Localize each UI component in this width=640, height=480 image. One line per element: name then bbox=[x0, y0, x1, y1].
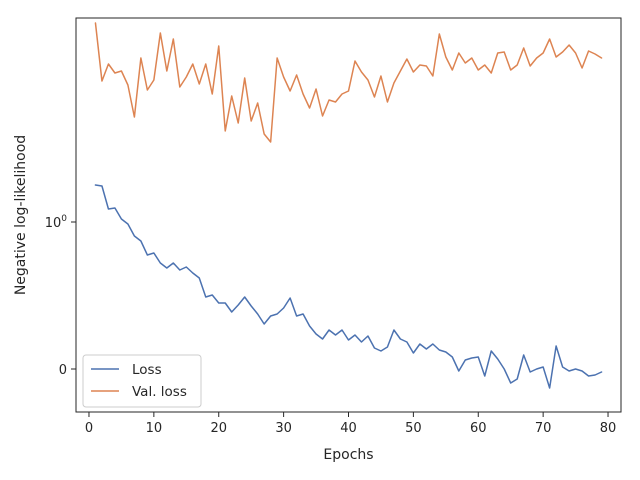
plot-frame bbox=[75, 17, 622, 413]
legend: Loss Val. loss bbox=[82, 354, 202, 408]
y-tick-exponent: 0 bbox=[61, 214, 67, 224]
y-tick-label: 0 bbox=[59, 363, 67, 378]
series-line-loss bbox=[94, 184, 603, 389]
legend-box bbox=[82, 354, 202, 408]
x-tick-label: 10 bbox=[146, 421, 163, 436]
series-line-val-loss bbox=[94, 22, 603, 143]
y-axis-label: Negative log-likelihood bbox=[13, 135, 29, 295]
x-tick-label: 40 bbox=[340, 421, 357, 436]
x-axis-ticks: 0 10 20 30 40 50 60 70 80 bbox=[85, 412, 616, 436]
x-tick-label: 80 bbox=[600, 421, 617, 436]
x-tick-label: 20 bbox=[210, 421, 227, 436]
x-tick-label: 0 bbox=[85, 421, 93, 436]
x-tick-label: 50 bbox=[405, 421, 422, 436]
x-axis-label: Epochs bbox=[323, 447, 373, 463]
y-tick-label: 100 bbox=[45, 214, 68, 231]
legend-label-loss: Loss bbox=[132, 362, 162, 378]
x-tick-label: 60 bbox=[470, 421, 487, 436]
legend-label-val-loss: Val. loss bbox=[132, 384, 187, 400]
x-tick-label: 70 bbox=[535, 421, 552, 436]
x-tick-label: 30 bbox=[275, 421, 292, 436]
plot-series bbox=[94, 22, 603, 389]
